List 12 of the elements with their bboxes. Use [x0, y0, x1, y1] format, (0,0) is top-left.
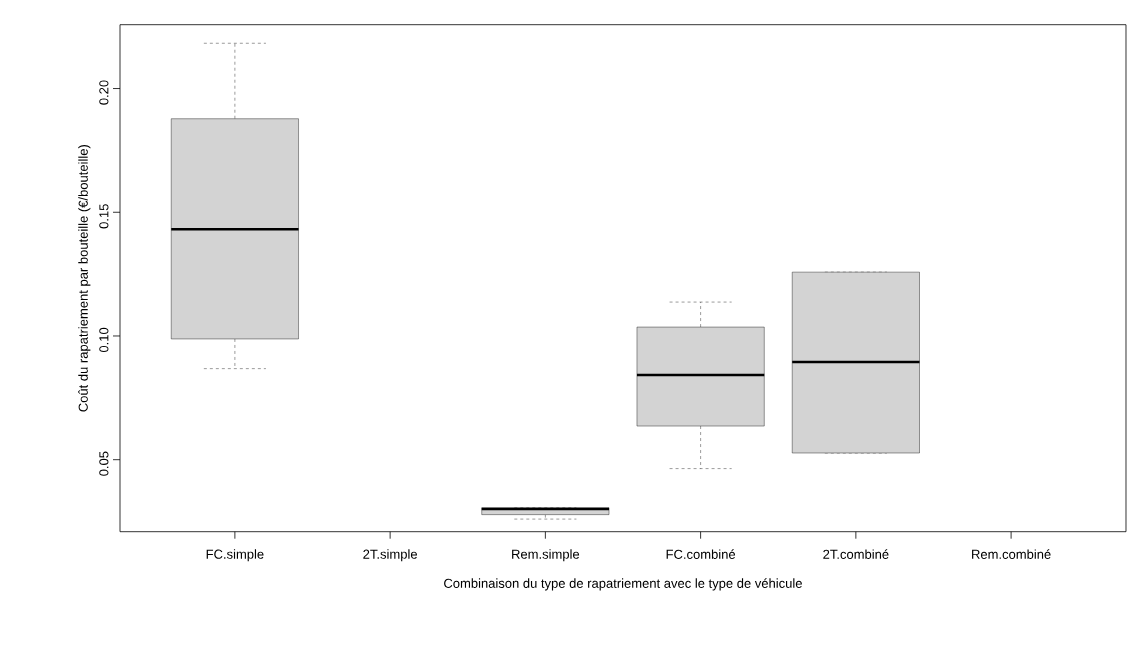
x-tick-label: Rem.combiné — [972, 549, 1051, 559]
y-axis-title: Coût du rapatriement par bouteille (€/bouteille) — [78, 145, 91, 412]
x-tick-label: 2T.simple — [363, 549, 418, 562]
x-tick-label: 2T.combiné — [823, 549, 889, 559]
x-tick-label: Rem.simple — [512, 549, 580, 562]
y-tick-label: 0.10 — [99, 327, 109, 353]
y-tick-label: 0.05 — [99, 451, 109, 476]
y-tick-label: 0.15 — [99, 204, 109, 229]
x-axis-title: Combinaison du type de rapatriement avec le type de véhicule — [444, 578, 802, 591]
y-tick-label: 0.20 — [99, 80, 109, 105]
x-tick-label: FC.combiné — [666, 549, 736, 559]
x-tick-label: FC.simple — [206, 549, 264, 562]
